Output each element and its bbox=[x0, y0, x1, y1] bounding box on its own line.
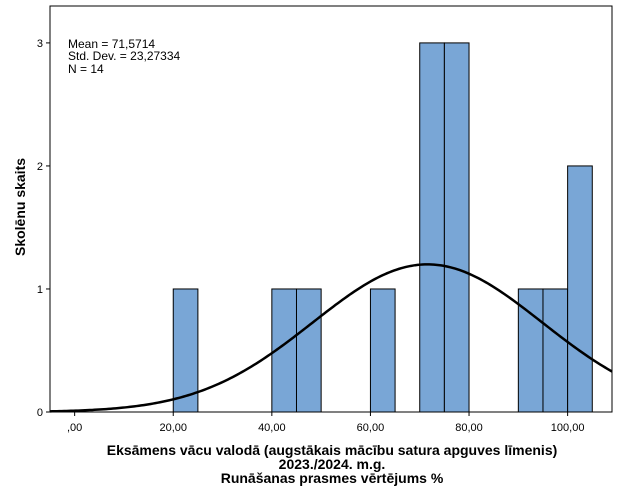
x-tick-label: 80,00 bbox=[455, 422, 483, 434]
histogram-bar bbox=[369, 288, 396, 413]
histogram-bar bbox=[172, 288, 199, 413]
histogram-bar bbox=[419, 42, 445, 413]
histogram-bar bbox=[567, 165, 593, 413]
x-axis-title-line-1: Eksāmens vācu valodā (augstākais mācību … bbox=[107, 442, 558, 458]
normal-curve bbox=[49, 263, 613, 413]
stat-mean: Mean = 71,5714 bbox=[68, 37, 155, 51]
y-tick-label: 2 bbox=[37, 161, 43, 173]
histogram-bar bbox=[517, 288, 544, 413]
x-axis-title-line-3: Runāšanas prasmes vērtējums % bbox=[221, 470, 444, 486]
histogram-bar bbox=[295, 288, 322, 413]
x-tick-label: 20,00 bbox=[159, 422, 187, 434]
x-tick-label: 100,00 bbox=[551, 422, 585, 434]
histogram-bar bbox=[542, 288, 569, 413]
x-tick-label: 60,00 bbox=[357, 422, 385, 434]
y-tick-label: 3 bbox=[37, 38, 43, 50]
y-axis: 0 1 2 3 bbox=[37, 38, 50, 419]
stat-std-dev: Std. Dev. = 23,27334 bbox=[68, 49, 181, 63]
y-tick-label: 1 bbox=[37, 284, 43, 296]
stat-n: N = 14 bbox=[68, 62, 104, 76]
histogram-bar bbox=[443, 42, 470, 413]
x-tick-label: ,00 bbox=[67, 422, 82, 434]
y-axis-title: Skolēnu skaits bbox=[12, 158, 28, 256]
x-tick-label: 40,00 bbox=[258, 422, 286, 434]
x-axis: ,00 20,00 40,00 60,00 80,00 100,00 bbox=[67, 412, 584, 434]
bars-layer bbox=[172, 42, 593, 413]
x-axis-title-line-2: 2023./2024. m.g. bbox=[279, 456, 386, 472]
y-tick-label: 0 bbox=[37, 407, 43, 419]
